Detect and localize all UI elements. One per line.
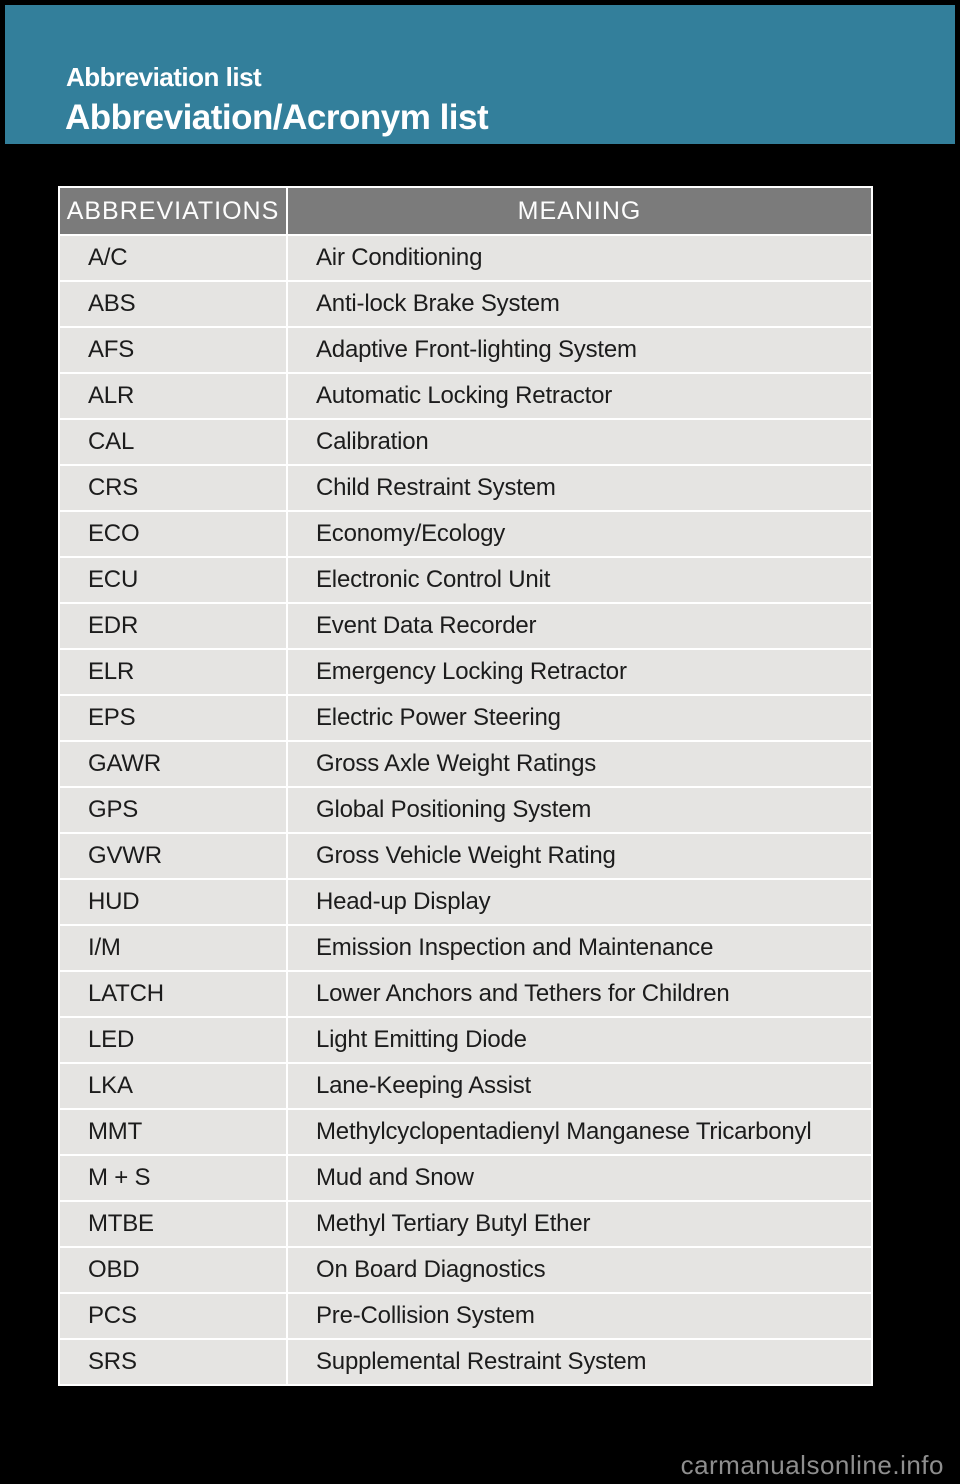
- abbreviation-cell: EDR: [60, 604, 286, 648]
- watermark: carmanualsonline.info: [680, 1450, 944, 1480]
- meaning-cell: Light Emitting Diode: [288, 1018, 871, 1062]
- table-row: ELR Emergency Locking Retractor: [60, 650, 871, 694]
- table-row: CRS Child Restraint System: [60, 466, 871, 510]
- table-row: I/M Emission Inspection and Maintenance: [60, 926, 871, 970]
- abbreviation-cell: MTBE: [60, 1202, 286, 1246]
- table-row: ABS Anti-lock Brake System: [60, 282, 871, 326]
- meaning-cell: Electric Power Steering: [288, 696, 871, 740]
- abbreviation-cell: EPS: [60, 696, 286, 740]
- abbreviation-cell: I/M: [60, 926, 286, 970]
- meaning-cell: Automatic Locking Retractor: [288, 374, 871, 418]
- table-row: CAL Calibration: [60, 420, 871, 464]
- abbreviation-cell: GPS: [60, 788, 286, 832]
- table-row: LATCH Lower Anchors and Tethers for Chil…: [60, 972, 871, 1016]
- abbreviation-cell: ALR: [60, 374, 286, 418]
- meaning-cell: Gross Vehicle Weight Rating: [288, 834, 871, 878]
- abbreviation-cell: ELR: [60, 650, 286, 694]
- abbreviation-cell: PCS: [60, 1294, 286, 1338]
- table-row: OBD On Board Diagnostics: [60, 1248, 871, 1292]
- abbreviation-cell: GVWR: [60, 834, 286, 878]
- abbreviation-table: ABBREVIATIONS MEANING A/C Air Conditioni…: [58, 186, 873, 1386]
- meaning-cell: Child Restraint System: [288, 466, 871, 510]
- meaning-cell: Adaptive Front-lighting System: [288, 328, 871, 372]
- table-row: HUD Head-up Display: [60, 880, 871, 924]
- meaning-cell: Lane-Keeping Assist: [288, 1064, 871, 1108]
- table-row: LKA Lane-Keeping Assist: [60, 1064, 871, 1108]
- table-row: M + S Mud and Snow: [60, 1156, 871, 1200]
- table-row: LED Light Emitting Diode: [60, 1018, 871, 1062]
- meaning-cell: On Board Diagnostics: [288, 1248, 871, 1292]
- meaning-cell: Calibration: [288, 420, 871, 464]
- table-row: MTBE Methyl Tertiary Butyl Ether: [60, 1202, 871, 1246]
- column-header-meaning: MEANING: [288, 188, 871, 234]
- abbreviation-cell: ECO: [60, 512, 286, 556]
- abbreviation-cell: AFS: [60, 328, 286, 372]
- table-row: PCS Pre-Collision System: [60, 1294, 871, 1338]
- abbreviation-cell: A/C: [60, 236, 286, 280]
- table-row: SRS Supplemental Restraint System: [60, 1340, 871, 1384]
- meaning-cell: Emission Inspection and Maintenance: [288, 926, 871, 970]
- abbreviation-cell: CAL: [60, 420, 286, 464]
- abbreviation-cell: SRS: [60, 1340, 286, 1384]
- column-header-abbreviations: ABBREVIATIONS: [60, 188, 286, 234]
- table-row: MMT Methylcyclopentadienyl Manganese Tri…: [60, 1110, 871, 1154]
- meaning-cell: Economy/Ecology: [288, 512, 871, 556]
- table-row: ECU Electronic Control Unit: [60, 558, 871, 602]
- meaning-cell: Air Conditioning: [288, 236, 871, 280]
- page-header-banner: Abbreviation list Abbreviation/Acronym l…: [5, 5, 955, 144]
- table-header-row: ABBREVIATIONS MEANING: [60, 188, 871, 234]
- abbreviation-cell: ABS: [60, 282, 286, 326]
- table-row: ECO Economy/Ecology: [60, 512, 871, 556]
- table-row: EPS Electric Power Steering: [60, 696, 871, 740]
- meaning-cell: Pre-Collision System: [288, 1294, 871, 1338]
- table-row: ALR Automatic Locking Retractor: [60, 374, 871, 418]
- table-row: EDR Event Data Recorder: [60, 604, 871, 648]
- abbreviation-cell: HUD: [60, 880, 286, 924]
- table-row: GPS Global Positioning System: [60, 788, 871, 832]
- page-title: Abbreviation/Acronym list: [65, 98, 489, 137]
- table-body: A/C Air Conditioning ABS Anti-lock Brake…: [60, 236, 871, 1384]
- meaning-cell: Electronic Control Unit: [288, 558, 871, 602]
- abbreviation-cell: M + S: [60, 1156, 286, 1200]
- meaning-cell: Supplemental Restraint System: [288, 1340, 871, 1384]
- table-row: GAWR Gross Axle Weight Ratings: [60, 742, 871, 786]
- meaning-cell: Emergency Locking Retractor: [288, 650, 871, 694]
- meaning-cell: Global Positioning System: [288, 788, 871, 832]
- meaning-cell: Head-up Display: [288, 880, 871, 924]
- abbreviation-cell: OBD: [60, 1248, 286, 1292]
- abbreviation-cell: LATCH: [60, 972, 286, 1016]
- table-row: A/C Air Conditioning: [60, 236, 871, 280]
- meaning-cell: Anti-lock Brake System: [288, 282, 871, 326]
- meaning-cell: Mud and Snow: [288, 1156, 871, 1200]
- abbreviation-cell: LED: [60, 1018, 286, 1062]
- table-row: GVWR Gross Vehicle Weight Rating: [60, 834, 871, 878]
- abbreviation-cell: MMT: [60, 1110, 286, 1154]
- meaning-cell: Methyl Tertiary Butyl Ether: [288, 1202, 871, 1246]
- abbreviation-cell: CRS: [60, 466, 286, 510]
- abbreviation-cell: LKA: [60, 1064, 286, 1108]
- table-row: AFS Adaptive Front-lighting System: [60, 328, 871, 372]
- section-label: Abbreviation list: [66, 62, 262, 92]
- meaning-cell: Event Data Recorder: [288, 604, 871, 648]
- meaning-cell: Lower Anchors and Tethers for Children: [288, 972, 871, 1016]
- meaning-cell: Methylcyclopentadienyl Manganese Tricarb…: [288, 1110, 871, 1154]
- abbreviation-cell: ECU: [60, 558, 286, 602]
- abbreviation-cell: GAWR: [60, 742, 286, 786]
- meaning-cell: Gross Axle Weight Ratings: [288, 742, 871, 786]
